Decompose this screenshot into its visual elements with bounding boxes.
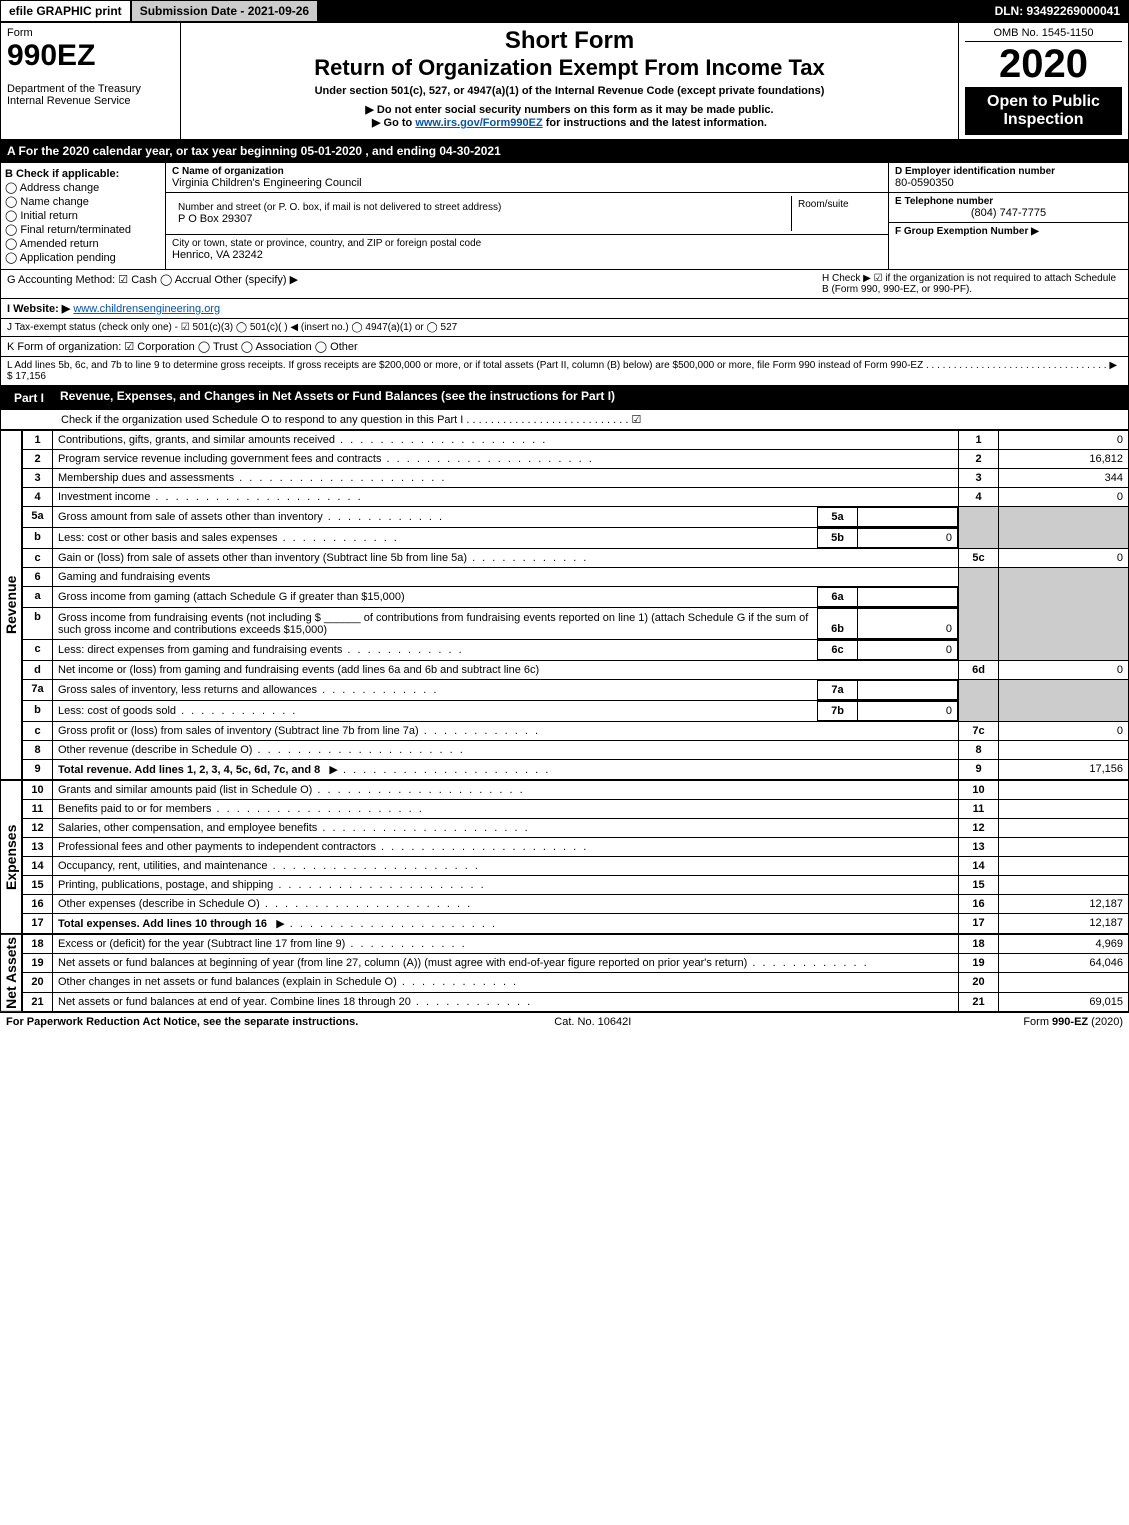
row-gh: G Accounting Method: ☑ Cash ◯ Accrual Ot… [0, 270, 1129, 299]
col-d: D Employer identification number 80-0590… [888, 163, 1128, 269]
f-label: F Group Exemption Number ▶ [889, 223, 1128, 240]
form-label: Form [7, 27, 174, 39]
form-number: 990EZ [7, 39, 174, 73]
submission-date: Submission Date - 2021-09-26 [131, 0, 318, 22]
b-item-5: ◯ Application pending [5, 251, 161, 264]
col-b: B Check if applicable: ◯ Address change … [1, 163, 166, 269]
row-k: K Form of organization: ☑ Corporation ◯ … [0, 337, 1129, 357]
org-name: Virginia Children's Engineering Council [172, 177, 882, 189]
footer: For Paperwork Reduction Act Notice, see … [0, 1012, 1129, 1031]
b-item-0: ◯ Address change [5, 181, 161, 194]
part1-title: Revenue, Expenses, and Changes in Net As… [60, 389, 615, 407]
warn-2: ▶ Go to www.irs.gov/Form990EZ for instru… [187, 116, 952, 129]
revenue-label: Revenue [0, 430, 22, 780]
h-check: H Check ▶ ☑ if the organization is not r… [822, 273, 1122, 295]
form-header: Form 990EZ Department of the Treasury In… [0, 22, 1129, 140]
row-a: A For the 2020 calendar year, or tax yea… [0, 140, 1129, 162]
revenue-section: Revenue 1Contributions, gifts, grants, a… [0, 430, 1129, 780]
section-bcdef: B Check if applicable: ◯ Address change … [0, 162, 1129, 270]
expenses-label: Expenses [0, 780, 22, 934]
b-title: B Check if applicable: [5, 168, 161, 180]
part1-label: Part I [6, 389, 52, 407]
addr: P O Box 29307 [178, 213, 785, 225]
omb: OMB No. 1545-1150 [965, 27, 1122, 42]
phone: (804) 747-7775 [895, 207, 1122, 219]
netassets-label: Net Assets [0, 934, 22, 1012]
row-j: J Tax-exempt status (check only one) - ☑… [0, 319, 1129, 337]
irs-label: Internal Revenue Service [7, 95, 174, 107]
revenue-table: 1Contributions, gifts, grants, and simil… [22, 430, 1129, 780]
city: Henrico, VA 23242 [172, 249, 882, 261]
netassets-table: 18Excess or (deficit) for the year (Subt… [22, 934, 1129, 1012]
b-item-2: ◯ Initial return [5, 209, 161, 222]
top-bar: efile GRAPHIC print Submission Date - 20… [0, 0, 1129, 22]
open-public: Open to Public Inspection [965, 87, 1122, 135]
part1-header: Part I Revenue, Expenses, and Changes in… [0, 386, 1129, 410]
irs-link[interactable]: www.irs.gov/Form990EZ [415, 117, 542, 129]
row-l: L Add lines 5b, 6c, and 7b to line 9 to … [0, 357, 1129, 386]
e-label: E Telephone number [895, 196, 1122, 207]
expenses-table: 10Grants and similar amounts paid (list … [22, 780, 1129, 934]
b-item-3: ◯ Final return/terminated [5, 223, 161, 236]
b-item-1: ◯ Name change [5, 195, 161, 208]
d-label: D Employer identification number [895, 166, 1122, 177]
footer-right: Form 990-EZ (2020) [1023, 1016, 1123, 1028]
room-label: Room/suite [792, 196, 882, 231]
city-label: City or town, state or province, country… [172, 238, 882, 249]
netassets-section: Net Assets 18Excess or (deficit) for the… [0, 934, 1129, 1012]
return-title: Return of Organization Exempt From Incom… [187, 55, 952, 81]
addr-label: Number and street (or P. O. box, if mail… [178, 202, 785, 213]
b-item-4: ◯ Amended return [5, 237, 161, 250]
i-label: I Website: ▶ [7, 303, 70, 315]
part1-check: Check if the organization used Schedule … [0, 410, 1129, 430]
warn-1: ▶ Do not enter social security numbers o… [187, 103, 952, 116]
subtitle: Under section 501(c), 527, or 4947(a)(1)… [187, 85, 952, 97]
dln: DLN: 93492269000041 [986, 0, 1129, 22]
website-link[interactable]: www.childrensengineering.org [73, 303, 220, 315]
col-c: C Name of organization Virginia Children… [166, 163, 888, 269]
efile-label: efile GRAPHIC print [0, 0, 131, 22]
footer-left: For Paperwork Reduction Act Notice, see … [6, 1016, 358, 1028]
footer-mid: Cat. No. 10642I [554, 1016, 631, 1028]
tax-year: 2020 [965, 42, 1122, 87]
g-accounting: G Accounting Method: ☑ Cash ◯ Accrual Ot… [7, 273, 822, 295]
expenses-section: Expenses 10Grants and similar amounts pa… [0, 780, 1129, 934]
dept-label: Department of the Treasury [7, 83, 174, 95]
ein: 80-0590350 [895, 177, 1122, 189]
c-label: C Name of organization [172, 166, 882, 177]
row-i: I Website: ▶ www.childrensengineering.or… [0, 299, 1129, 319]
short-form-title: Short Form [187, 27, 952, 55]
